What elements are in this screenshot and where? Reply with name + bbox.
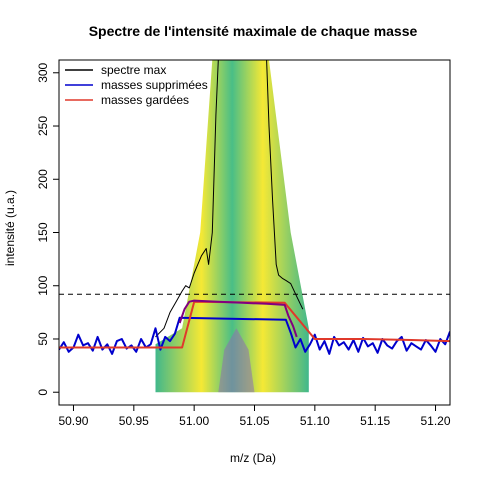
y-tick-label: 300 (36, 62, 50, 82)
spectra-envelope (155, 60, 309, 393)
x-axis-label: m/z (Da) (230, 451, 276, 465)
x-tick-label: 50.90 (58, 414, 88, 428)
series-line-0 (155, 60, 304, 338)
y-axis-label: intensité (u.a.) (3, 190, 17, 266)
y-tick-label: 250 (36, 116, 50, 136)
y-tick-label: 100 (36, 275, 50, 295)
series-line-1 (59, 316, 450, 355)
legend-label: spectre max (101, 63, 166, 77)
x-tick-label: 51.20 (421, 414, 451, 428)
chart-title: Spectre de l'intensité maximale de chaqu… (89, 23, 418, 39)
y-tick-label: 200 (36, 169, 50, 189)
y-tick-label: 150 (36, 222, 50, 242)
y-tick-label: 50 (36, 332, 50, 346)
spectra-purple-core (218, 328, 255, 393)
legend-label: masses gardées (101, 93, 189, 107)
axes: 50.90 50.95 51.00 51.05 51.10 51.15 51.20 0 50 10… (36, 59, 451, 428)
x-tick-label: 51.15 (360, 414, 390, 428)
x-tick-label: 51.10 (300, 414, 330, 428)
x-tick-label: 51.05 (239, 414, 269, 428)
plot-area (59, 60, 450, 393)
series-line-2 (59, 300, 450, 349)
y-tick-label: 0 (36, 389, 50, 396)
series-line-3 (178, 299, 298, 338)
x-tick-label: 51.00 (179, 414, 209, 428)
x-tick-label: 50.95 (119, 414, 149, 428)
legend-label: masses supprimées (101, 78, 208, 92)
